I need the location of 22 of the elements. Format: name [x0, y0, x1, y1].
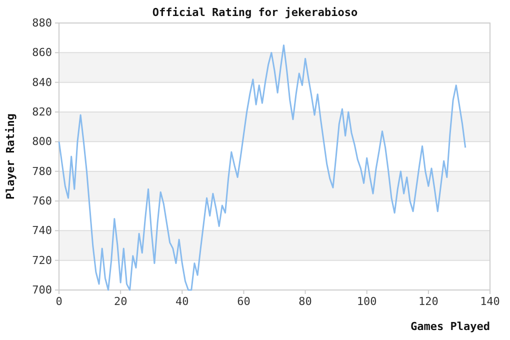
x-tick-label: 80	[298, 294, 312, 308]
y-tick-label: 880	[32, 16, 52, 30]
x-tick-label: 120	[418, 294, 438, 308]
y-tick-label: 800	[32, 135, 52, 148]
y-tick-label: 780	[32, 164, 52, 178]
y-tick-label: 700	[32, 284, 52, 297]
x-tick-label: 40	[176, 294, 189, 308]
x-tick-label: 60	[237, 294, 250, 308]
y-tick-label: 860	[32, 46, 52, 60]
x-tick-label: 100	[356, 294, 377, 308]
line-series	[58, 44, 466, 291]
x-tick-label: 140	[480, 294, 500, 308]
y-tick-label: 840	[32, 76, 52, 89]
y-tick-label: 760	[32, 194, 52, 208]
chart-title: Official Rating for jekerabioso	[152, 6, 358, 19]
y-tick-label: 820	[32, 106, 52, 119]
y-tick-label: 740	[32, 224, 52, 238]
x-tick-label: 0	[56, 294, 62, 308]
y-axis-title: Player Rating	[4, 113, 17, 200]
y-tick-label: 720	[32, 254, 52, 267]
x-axis-title: Games Played	[410, 320, 490, 333]
x-tick-label: 20	[114, 294, 128, 308]
